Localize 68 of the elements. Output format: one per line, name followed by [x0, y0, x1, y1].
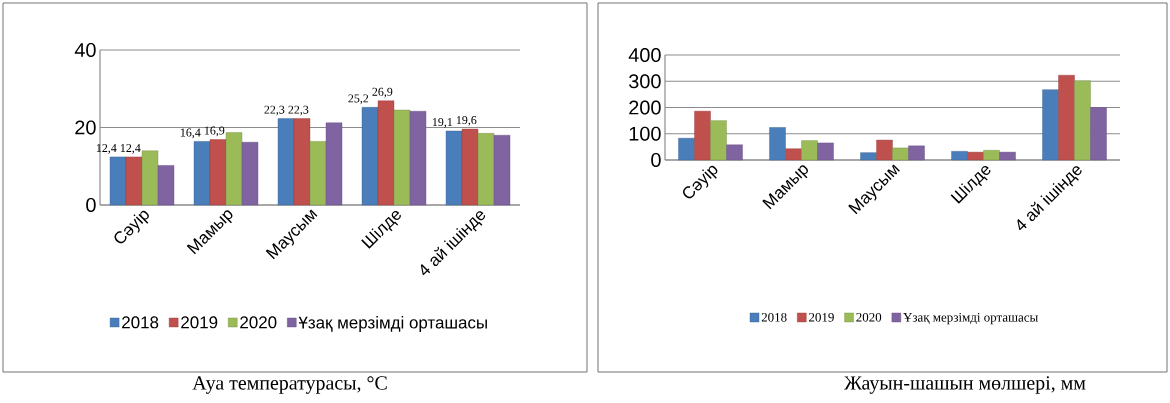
bar — [860, 152, 877, 161]
y-tick-label: 0 — [651, 152, 661, 168]
bar — [157, 165, 175, 206]
bar — [277, 118, 295, 206]
bar — [225, 132, 243, 206]
bar — [876, 139, 893, 161]
bar — [493, 135, 511, 206]
y-tick-label: 300 — [629, 74, 661, 89]
data-label: 16,9 — [204, 126, 225, 137]
legend-label: 2018 — [122, 316, 159, 329]
y-tick-label: 100 — [629, 126, 661, 141]
bar — [694, 110, 711, 161]
bar — [726, 144, 743, 161]
bar — [1074, 80, 1091, 161]
bar — [678, 138, 695, 161]
bar — [125, 156, 143, 206]
bar — [710, 120, 727, 161]
bar — [141, 150, 159, 206]
legend-label: Ұзақ мерзімді орташасы — [298, 316, 487, 332]
data-label: 19,6 — [456, 116, 477, 126]
legend-label: 2020 — [240, 316, 277, 329]
bar — [477, 133, 495, 206]
bar — [951, 151, 968, 161]
bar — [241, 142, 259, 206]
bar — [377, 100, 395, 206]
legend-label: 2018 — [761, 312, 787, 322]
bar — [461, 128, 479, 206]
bar — [1090, 107, 1107, 161]
text: Жауын-шашын мөлшері, мм — [844, 376, 1086, 394]
legend-label: 2019 — [809, 312, 834, 322]
y-tick-label: 40 — [74, 42, 96, 58]
bar — [445, 130, 463, 206]
data-label: 16,4 — [180, 128, 201, 139]
y-tick-label: 0 — [86, 197, 96, 213]
data-label: 26,9 — [372, 87, 393, 98]
data-label: 19,1 — [432, 118, 453, 128]
bar — [309, 141, 327, 206]
bar — [193, 141, 211, 206]
bar — [769, 127, 786, 161]
bar — [209, 139, 227, 206]
bar — [1042, 89, 1059, 161]
bar — [892, 147, 909, 161]
data-label: 22,3 — [264, 105, 285, 116]
bar — [801, 140, 818, 161]
bar — [983, 150, 1000, 161]
bar — [393, 109, 411, 206]
data-label: 25,2 — [348, 94, 369, 105]
bar — [999, 151, 1016, 161]
y-tick-label: 200 — [629, 100, 661, 115]
data-label: 22,3 — [288, 105, 309, 116]
bar — [908, 145, 925, 161]
y-tick-label: 400 — [628, 47, 661, 63]
bar — [967, 151, 984, 161]
legend-label: 2019 — [181, 316, 218, 329]
bar — [293, 118, 311, 206]
bar — [1058, 75, 1075, 161]
bar — [409, 111, 427, 206]
legend-label: Ұзақ мерзімді орташасы — [903, 312, 1038, 325]
bar — [361, 107, 379, 206]
data-label: 12,4 — [120, 143, 141, 154]
bar — [109, 156, 127, 206]
y-tick-label: 20 — [75, 120, 96, 135]
legend-label: 2020 — [856, 312, 882, 322]
bar — [817, 142, 834, 161]
text: Ауа температурасы, °C — [192, 376, 387, 394]
bar — [785, 148, 802, 161]
bar — [325, 122, 343, 206]
data-label: 12,4 — [96, 143, 117, 154]
